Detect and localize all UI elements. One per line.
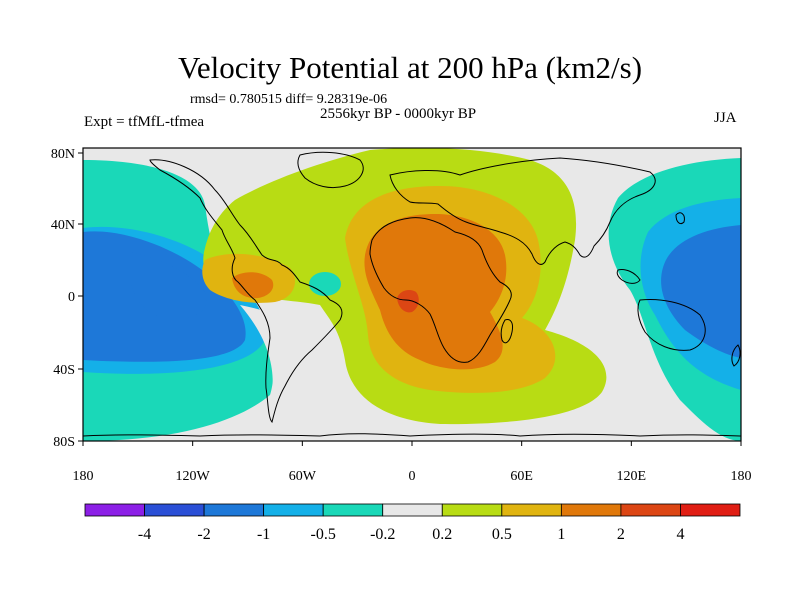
- colorbar-swatch: [84, 503, 145, 517]
- lat-tick-label: 0: [68, 290, 75, 305]
- lon-tick-label: 60E: [510, 469, 533, 484]
- lon-tick-label: 180: [731, 469, 752, 484]
- season-label: JJA: [714, 110, 737, 126]
- colorbar-label: 1: [557, 526, 565, 543]
- colorbar-label: -1: [257, 526, 270, 543]
- lat-tick-label: 40N: [51, 218, 75, 233]
- colorbar-label: 0.5: [492, 526, 512, 543]
- colorbar-label: -0.5: [311, 526, 336, 543]
- colorbar-swatch: [263, 503, 324, 517]
- lat-tick-label: 80N: [51, 147, 75, 162]
- colorbar-label: 2: [617, 526, 625, 543]
- colorbar-swatch: [501, 503, 562, 517]
- colorbar-label: -2: [197, 526, 210, 543]
- longitude-axis: 180 120W 60W 0 60E 120E 180: [73, 441, 752, 484]
- lon-tick-label: 60W: [289, 469, 317, 484]
- contour-fill-field: [83, 148, 741, 441]
- colorbar-label: 4: [676, 526, 684, 543]
- experiment-label: Expt = tfMfL-tfmea: [84, 114, 205, 130]
- lon-tick-label: 0: [409, 469, 416, 484]
- colorbar-swatch: [322, 503, 384, 517]
- colorbar-swatch: [203, 503, 265, 517]
- colorbar-swatch: [620, 503, 681, 517]
- colorbar: -4 -2 -1 -0.5 -0.2 0.2 0.5 1 2 4: [84, 503, 741, 543]
- colorbar-swatch: [560, 503, 622, 517]
- period-label: 2556kyr BP - 0000kyr BP: [320, 106, 477, 122]
- colorbar-swatch: [144, 503, 205, 517]
- lat-tick-label: 80S: [53, 435, 75, 450]
- colorbar-swatch: [382, 503, 443, 517]
- colorbar-label: -4: [138, 526, 151, 543]
- lon-tick-label: 120W: [176, 469, 211, 484]
- lon-tick-label: 120E: [617, 469, 647, 484]
- coastlines: [83, 151, 741, 437]
- colorbar-swatch: [680, 503, 741, 517]
- lat-tick-label: 40S: [53, 363, 75, 378]
- colorbar-label: 0.2: [432, 526, 452, 543]
- stats-line: rmsd= 0.780515 diff= 9.28319e-06: [190, 92, 388, 107]
- colorbar-swatch: [441, 503, 503, 517]
- colorbar-label: -0.2: [370, 526, 395, 543]
- lon-tick-label: 180: [73, 469, 94, 484]
- latitude-axis: 80N 40N 0 40S 80S: [51, 147, 83, 450]
- map-title: Velocity Potential at 200 hPa (km2/s): [177, 50, 643, 85]
